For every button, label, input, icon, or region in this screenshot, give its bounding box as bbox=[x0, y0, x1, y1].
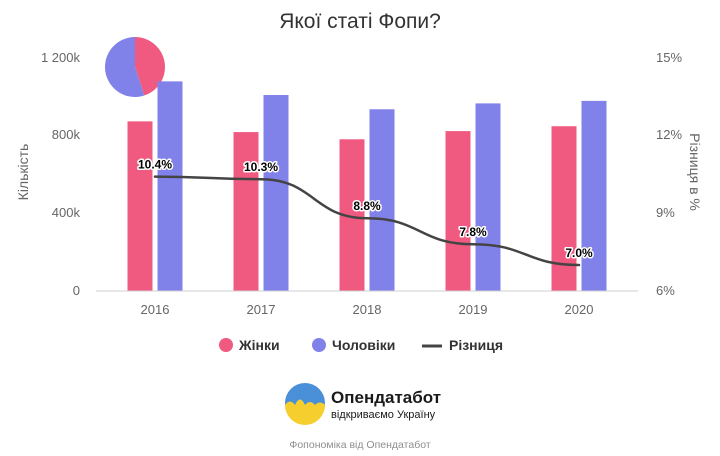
pie-slice-men bbox=[105, 37, 145, 97]
y2-tick-label: 9% bbox=[656, 205, 675, 220]
bars-layer bbox=[127, 81, 607, 292]
bar-women bbox=[127, 121, 153, 291]
y-tick-label: 800k bbox=[52, 127, 81, 142]
y2-tick-label: 15% bbox=[656, 50, 682, 65]
logo-tagline: відкриваємо Україну bbox=[331, 409, 436, 421]
opendatabot-logo: Опендатабот відкриваємо Україну bbox=[285, 383, 441, 425]
x-tick-label: 2019 bbox=[459, 302, 488, 317]
bar-women bbox=[551, 126, 577, 291]
difference-line bbox=[153, 175, 581, 267]
legend-marker-women bbox=[219, 338, 233, 352]
x-tick-label: 2018 bbox=[353, 302, 382, 317]
x-tick-label: 2017 bbox=[247, 302, 276, 317]
y2-tick-label: 12% bbox=[656, 127, 682, 142]
bar-men bbox=[581, 100, 607, 291]
legend-label-women[interactable]: Жінки bbox=[238, 337, 280, 353]
legend-label-difference[interactable]: Різниця bbox=[449, 337, 503, 353]
pie-slice-women bbox=[135, 37, 165, 96]
difference-data-label: 10.4% bbox=[138, 158, 172, 172]
inset-pie-chart bbox=[105, 37, 165, 97]
difference-data-label: 10.3% bbox=[244, 160, 278, 174]
chart-title: Якої статі Фопи? bbox=[279, 10, 441, 33]
difference-data-label: 8.8% bbox=[353, 199, 381, 213]
y-axis-title: Кількість bbox=[15, 144, 31, 201]
y2-tick-label: 6% bbox=[656, 283, 675, 298]
legend-label-men[interactable]: Чоловіки bbox=[332, 337, 395, 353]
bar-men bbox=[263, 95, 289, 292]
footer-credit: Фопономіка від Опендатабот bbox=[289, 439, 430, 451]
difference-data-label: 7.0% bbox=[565, 246, 593, 260]
bar-men bbox=[157, 81, 183, 291]
y-tick-label: 0 bbox=[73, 283, 80, 298]
bar-men bbox=[369, 109, 395, 291]
difference-data-label: 7.8% bbox=[459, 225, 487, 239]
legend[interactable]: Жінки Чоловіки Різниця bbox=[219, 337, 503, 353]
y2-axis-title: Різниця в % bbox=[687, 133, 703, 211]
y-tick-label: 1 200k bbox=[41, 50, 81, 65]
bar-women bbox=[233, 132, 259, 291]
logo-name: Опендатабот bbox=[331, 388, 441, 407]
logo-wave-icon bbox=[285, 399, 325, 425]
bar-women bbox=[445, 131, 471, 291]
x-tick-label: 2020 bbox=[565, 302, 594, 317]
y-tick-label: 400k bbox=[52, 205, 81, 220]
x-tick-label: 2016 bbox=[141, 302, 170, 317]
legend-marker-men bbox=[312, 338, 326, 352]
bar-men bbox=[475, 103, 501, 291]
